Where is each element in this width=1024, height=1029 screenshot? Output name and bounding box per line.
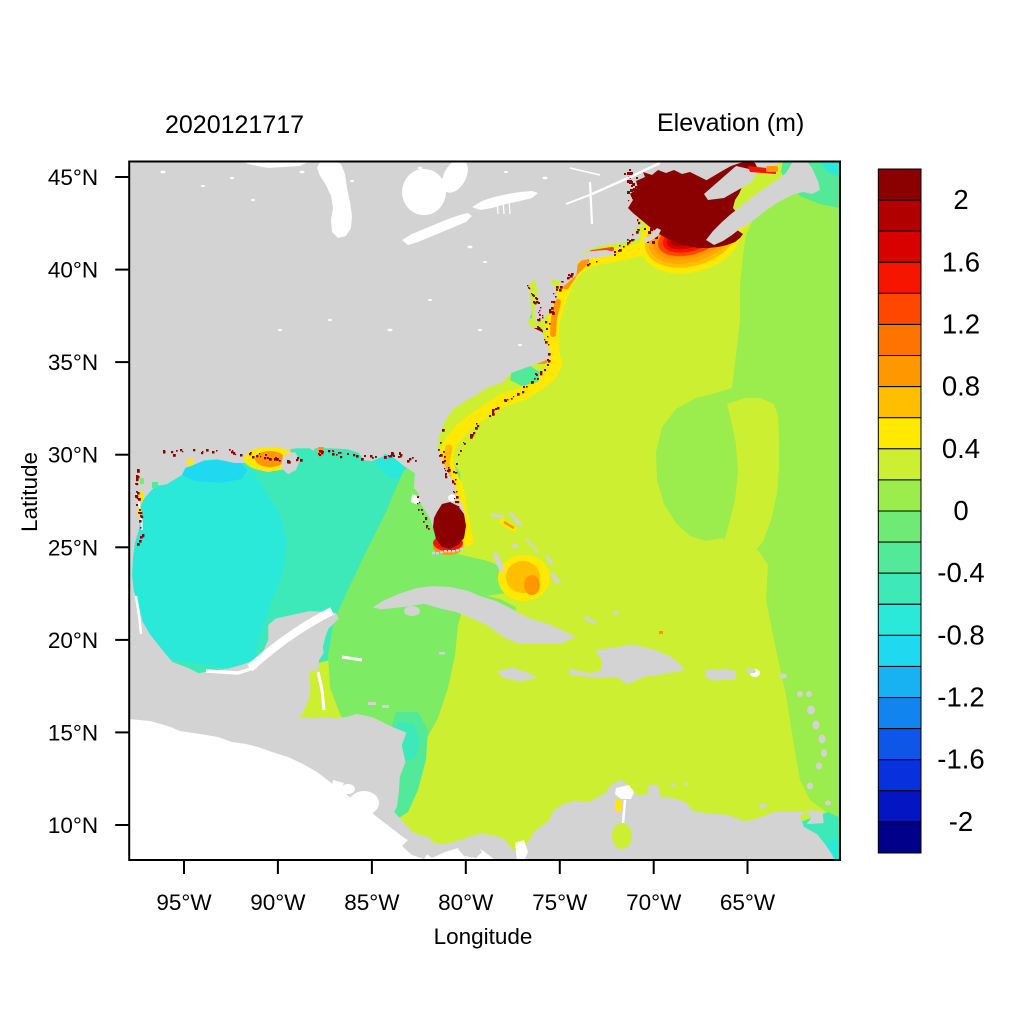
svg-text:10°N: 10°N (48, 813, 98, 838)
svg-text:35°N: 35°N (48, 350, 98, 375)
svg-text:-0.8: -0.8 (937, 619, 984, 650)
svg-text:85°W: 85°W (344, 890, 400, 915)
svg-text:2: 2 (953, 184, 968, 215)
svg-text:1.2: 1.2 (942, 309, 980, 340)
svg-text:25°N: 25°N (48, 535, 98, 560)
svg-text:-0.4: -0.4 (937, 557, 984, 588)
svg-text:-1.6: -1.6 (937, 744, 984, 775)
svg-text:0.4: 0.4 (942, 433, 980, 464)
svg-text:1.6: 1.6 (942, 246, 980, 277)
svg-text:45°N: 45°N (48, 165, 98, 190)
svg-text:0: 0 (953, 495, 968, 526)
svg-text:40°N: 40°N (48, 258, 98, 283)
svg-text:0.8: 0.8 (942, 371, 980, 402)
svg-text:70°W: 70°W (626, 890, 682, 915)
svg-text:95°W: 95°W (156, 890, 212, 915)
svg-text:75°W: 75°W (532, 890, 588, 915)
svg-text:65°W: 65°W (720, 890, 776, 915)
svg-text:-1.2: -1.2 (937, 682, 984, 713)
svg-text:20°N: 20°N (48, 628, 98, 653)
svg-text:15°N: 15°N (48, 720, 98, 745)
svg-text:80°W: 80°W (438, 890, 494, 915)
svg-text:Latitude: Latitude (17, 452, 42, 532)
svg-text:90°W: 90°W (250, 890, 306, 915)
svg-text:2020121717: 2020121717 (165, 111, 304, 139)
svg-text:-2: -2 (949, 806, 973, 837)
svg-text:30°N: 30°N (48, 443, 98, 468)
svg-text:Longitude: Longitude (434, 924, 533, 949)
svg-text:Elevation (m): Elevation (m) (657, 109, 804, 137)
